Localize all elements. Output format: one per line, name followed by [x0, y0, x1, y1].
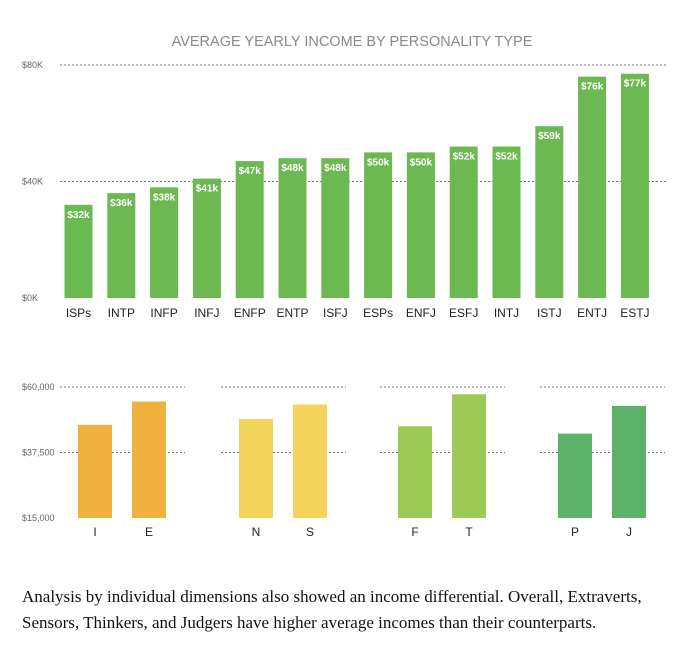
bar — [78, 424, 112, 518]
chart-title: AVERAGE YEARLY INCOME BY PERSONALITY TYP… — [172, 34, 533, 50]
bar — [278, 158, 307, 298]
data-label: $41k — [196, 184, 219, 195]
x-tick-label: I — [93, 525, 96, 539]
y-tick-label: $0K — [22, 293, 38, 303]
bar — [398, 426, 432, 518]
x-tick-label: ENTP — [276, 306, 308, 320]
x-tick-label: S — [306, 525, 314, 539]
data-label: $50k — [410, 157, 433, 168]
bar — [64, 204, 93, 298]
income-by-dimension-chart: $15,000 $37,500 $60,000 I E N S F T P J — [22, 382, 665, 539]
data-label: $48k — [324, 163, 347, 174]
bar — [293, 404, 327, 518]
x-tick-label: F — [411, 525, 418, 539]
y-tick-label: $40K — [22, 177, 43, 187]
income-by-type-chart: AVERAGE YEARLY INCOME BY PERSONALITY TYP… — [22, 34, 668, 320]
bar — [406, 152, 435, 298]
bar — [620, 73, 649, 298]
data-label: $52k — [453, 152, 476, 163]
x-tick-label: ESTJ — [620, 306, 649, 320]
x-tick-label: E — [145, 525, 153, 539]
data-label: $36k — [110, 198, 133, 209]
bar — [578, 76, 607, 299]
x-tick-label: T — [465, 525, 473, 539]
analysis-caption: Analysis by individual dimensions also s… — [22, 587, 642, 632]
bar — [449, 146, 478, 298]
bar — [321, 158, 350, 298]
data-label: $76k — [581, 82, 604, 93]
x-tick-label: J — [626, 525, 632, 539]
x-tick-label: ESPs — [363, 306, 393, 320]
x-tick-label: INFJ — [194, 306, 219, 320]
data-label: $50k — [367, 157, 390, 168]
bar — [492, 146, 521, 298]
x-tick-label: ENFP — [234, 306, 266, 320]
data-label: $47k — [239, 166, 262, 177]
data-label: $48k — [281, 163, 304, 174]
x-tick-label: ESFJ — [449, 306, 478, 320]
y-tick-label: $15,000 — [22, 513, 55, 523]
data-label: $32k — [67, 210, 90, 221]
x-tick-label: ENTJ — [577, 306, 607, 320]
x-tick-label: INTJ — [494, 306, 519, 320]
bar — [452, 394, 486, 518]
x-tick-label: P — [571, 525, 579, 539]
bar — [235, 161, 264, 298]
x-tick-label: N — [252, 525, 261, 539]
data-label: $38k — [153, 192, 176, 203]
bar — [239, 419, 273, 518]
bar — [192, 178, 221, 298]
x-tick-label: ISPs — [66, 306, 91, 320]
x-tick-label: INFP — [150, 306, 177, 320]
y-tick-label: $37,500 — [22, 448, 55, 458]
y-tick-label: $60,000 — [22, 382, 55, 392]
bar — [364, 152, 393, 298]
x-tick-label: ISTJ — [537, 306, 562, 320]
y-tick-label: $80K — [22, 60, 43, 70]
x-tick-label: ISFJ — [323, 306, 348, 320]
x-tick-label: INTP — [108, 306, 135, 320]
data-label: $52k — [495, 152, 518, 163]
data-label: $77k — [624, 79, 647, 90]
bar — [107, 193, 136, 298]
bar — [558, 433, 592, 518]
bar — [535, 126, 564, 298]
x-tick-label: ENFJ — [406, 306, 436, 320]
data-label: $59k — [538, 131, 561, 142]
bar — [132, 401, 166, 518]
bar — [150, 187, 179, 298]
bar — [612, 405, 646, 518]
